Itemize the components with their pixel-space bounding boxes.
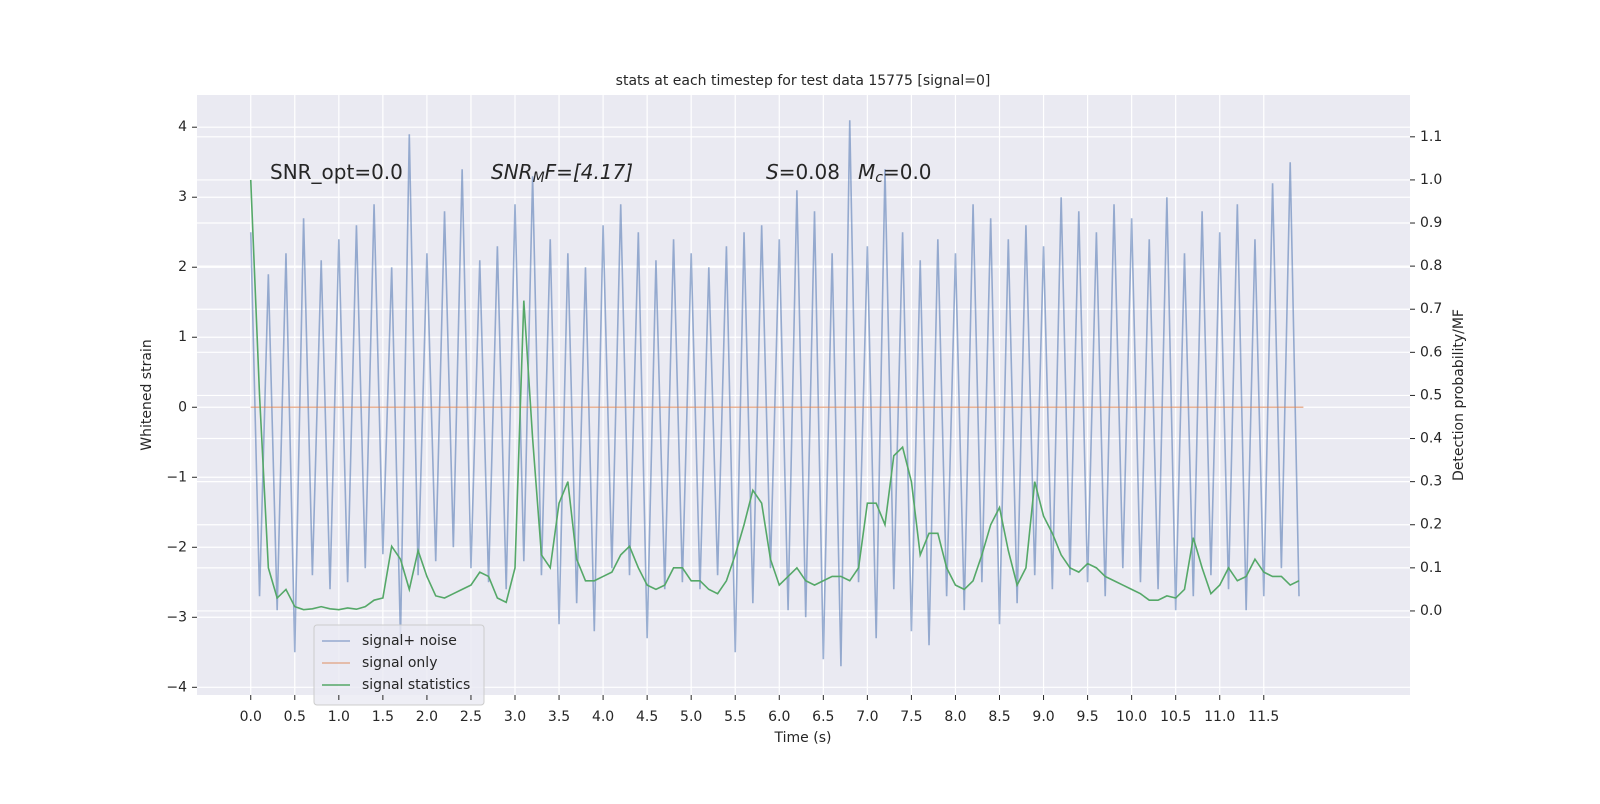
- legend-label: signal+ noise: [362, 633, 457, 649]
- y2-tick-label: 0.4: [1420, 431, 1442, 447]
- series-line: [249, 179, 1300, 611]
- y2-axis-label: Detection probability/MF: [1451, 309, 1467, 481]
- x-tick-label: 1.5: [372, 709, 394, 725]
- annotation-subscript: M: [533, 170, 545, 186]
- annotation-text: SNR: [491, 160, 533, 184]
- x-tick-label: 4.5: [636, 709, 658, 725]
- y2-tick-label: 0.8: [1420, 258, 1442, 274]
- grid: [197, 95, 1410, 695]
- y-tick-label: −3: [166, 609, 187, 625]
- chart-title: stats at each timestep for test data 157…: [616, 73, 991, 89]
- annotation-subscript: c: [875, 170, 883, 186]
- y2-tick-label: 0.7: [1420, 301, 1442, 317]
- x-tick-label: 10.0: [1116, 709, 1147, 725]
- x-tick-label: 1.0: [328, 709, 350, 725]
- y2-tick-label: 0.2: [1420, 517, 1442, 533]
- x-tick-label: 0.0: [240, 709, 262, 725]
- annotation: SNRMF=[4.17]: [491, 160, 633, 187]
- y2-tick-label: 0.3: [1420, 474, 1442, 490]
- y2-tick-label: 0.1: [1420, 560, 1442, 576]
- y-tick-label: −2: [166, 539, 187, 555]
- y2-tick-label: 0.0: [1420, 603, 1442, 619]
- y-tick-label: −4: [166, 679, 187, 695]
- x-tick-label: 0.5: [284, 709, 306, 725]
- legend-label: signal statistics: [362, 677, 470, 693]
- y2-tick-label: 1.1: [1420, 129, 1442, 145]
- x-tick-label: 8.0: [944, 709, 966, 725]
- y2-tick-label: 0.9: [1420, 215, 1442, 231]
- annotation: S=0.08: [766, 160, 840, 184]
- y-axis-label: Whitened strain: [139, 339, 155, 450]
- y-tick-label: 2: [178, 259, 187, 275]
- annotation-text: S: [766, 160, 779, 184]
- annotation: SNR_opt=0.0: [270, 160, 403, 184]
- y-tick-label: 4: [178, 119, 187, 135]
- y2-tick-label: 0.5: [1420, 387, 1442, 403]
- marks: [249, 120, 1304, 667]
- x-tick-label: 4.0: [592, 709, 614, 725]
- legend-label: signal only: [362, 655, 437, 671]
- y2-tick-label: 1.0: [1420, 172, 1442, 188]
- x-tick-label: 6.0: [768, 709, 790, 725]
- annotation-text: =0.0: [883, 160, 932, 184]
- x-tick-label: 3.5: [548, 709, 570, 725]
- annotation: Mc=0.0: [858, 160, 932, 187]
- y2-tick-label: 0.6: [1420, 344, 1442, 360]
- series-line: [249, 120, 1300, 667]
- x-tick-label: 2.0: [416, 709, 438, 725]
- x-tick-label: 6.5: [812, 709, 834, 725]
- x-tick-label: 7.5: [900, 709, 922, 725]
- annotation-text: =0.08: [779, 160, 840, 184]
- x-tick-label: 11.0: [1204, 709, 1235, 725]
- x-tick-label: 9.5: [1076, 709, 1098, 725]
- x-tick-label: 7.0: [856, 709, 878, 725]
- x-tick-label: 5.5: [724, 709, 746, 725]
- x-tick-label: 10.5: [1160, 709, 1191, 725]
- x-tick-label: 11.5: [1248, 709, 1279, 725]
- legend-box: [313, 624, 485, 706]
- y-tick-label: 3: [178, 189, 187, 205]
- legend: signal+ noise signal only signal statistic…: [313, 624, 485, 706]
- y-tick-label: 0: [178, 399, 187, 415]
- annotation-text: F=[4.17]: [545, 160, 633, 184]
- x-tick-label: 5.0: [680, 709, 702, 725]
- x-tick-label: 3.0: [504, 709, 526, 725]
- x-tick-label: 2.5: [460, 709, 482, 725]
- y-tick-label: −1: [166, 469, 187, 485]
- x-tick-label: 8.5: [988, 709, 1010, 725]
- x-tick-label: 9.0: [1032, 709, 1054, 725]
- annotation-text: SNR_opt=0.0: [270, 160, 403, 184]
- annotation-text: M: [858, 160, 875, 184]
- x-axis-label: Time (s): [774, 730, 832, 746]
- y-tick-label: 1: [178, 329, 187, 345]
